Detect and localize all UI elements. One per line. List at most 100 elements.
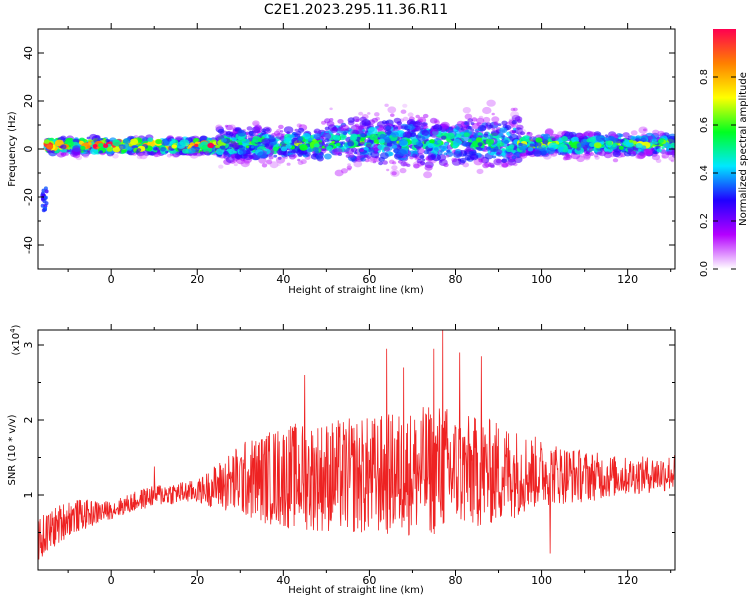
spectrogram-cell: [630, 130, 638, 136]
colorbar-ticks: 0.0 0.2 0.4 0.6 0.8: [699, 69, 736, 277]
spectrogram-cell: [532, 142, 539, 148]
spectrogram-cell: [415, 114, 421, 119]
spectrogram-cell: [478, 115, 484, 120]
spectrogram-cell: [424, 164, 433, 171]
spectrogram-cell: [390, 113, 395, 117]
spectrogram-cell: [565, 153, 570, 157]
spectrogram-cell: [477, 132, 483, 136]
spectrogram-cell: [427, 143, 434, 149]
spectrogram-cell: [332, 134, 341, 141]
spectrogram-cell: [148, 151, 153, 155]
spectrogram-cell: [658, 139, 664, 143]
spectrogram-cell: [477, 124, 487, 132]
spectrogram-cell: [347, 163, 351, 167]
spectrogram-cell: [391, 165, 398, 171]
spectrogram-cell: [632, 151, 637, 154]
spectrogram-cell: [112, 153, 119, 159]
spectrogram-cell: [106, 147, 113, 152]
spectrogram-cell: [329, 107, 333, 111]
spectrogram-cell: [204, 151, 210, 155]
spectrogram-cell: [507, 158, 517, 166]
spectrogram-cell: [302, 133, 311, 140]
spectrogram-cell: [43, 139, 50, 144]
spectrogram-cell: [225, 124, 233, 131]
spectrogram-cell: [383, 146, 391, 152]
colorbar-tick-label: 0.6: [699, 117, 710, 133]
spectrogram-cell: [160, 147, 167, 152]
spectrogram-cell: [445, 151, 454, 157]
spectrogram-cell: [167, 138, 172, 142]
spectrogram-cell: [442, 146, 447, 150]
spectrogram-cell: [460, 127, 465, 131]
spectrogram-cell: [155, 139, 162, 145]
spectrogram-cell: [340, 168, 348, 174]
spectrogram-cell: [355, 118, 360, 123]
spectrogram-cell: [627, 148, 633, 153]
spectrogram-cell: [324, 153, 332, 160]
spectrogram-cell: [510, 107, 516, 112]
spectrogram-cell: [182, 148, 189, 154]
spectrogram-cell: [265, 159, 273, 165]
spectrogram-cell: [383, 124, 392, 131]
spectrogram-cell: [80, 145, 86, 151]
spectrogram-cell: [240, 157, 245, 162]
spectrogram-cell: [459, 157, 467, 163]
spectrogram-cell: [412, 121, 421, 128]
spectrogram-cell: [612, 158, 619, 163]
spectrogram-cell: [518, 143, 528, 151]
spectrogram-cell: [502, 162, 509, 168]
spectrogram-cell: [661, 155, 666, 159]
spectrogram-cell: [654, 141, 658, 145]
spectrogram-cell: [313, 128, 321, 135]
spectrogram-cell: [258, 157, 267, 164]
spectrogram-cell: [367, 112, 371, 115]
spectrogram-cell: [667, 135, 675, 143]
spectrogram-cell: [324, 138, 330, 143]
spectrogram-cell: [475, 137, 483, 143]
spectrogram-cell: [87, 145, 91, 149]
spectrogram-x-tick-label: 20: [190, 273, 204, 286]
spectrogram-cell: [349, 134, 358, 141]
spectrogram-cell: [384, 103, 389, 108]
spectrogram-cell: [277, 150, 281, 154]
spectrogram-cell: [333, 147, 343, 155]
colorbar-tick-label: 0.8: [699, 69, 710, 85]
spectrogram-cell: [405, 153, 410, 157]
spectrogram-cell: [596, 151, 603, 156]
spectrogram-cell: [359, 141, 365, 146]
spectrogram-cell: [501, 148, 506, 151]
spectrogram-cell: [588, 148, 593, 151]
spectrogram-cell: [476, 168, 484, 175]
spectrogram-cell: [672, 154, 675, 158]
spectrogram-cell: [529, 136, 537, 142]
spectrogram-x-tick-label: 60: [362, 273, 376, 286]
spectrogram-cell: [297, 160, 304, 165]
spectrogram-cell: [604, 137, 609, 141]
spectrogram-cell: [419, 155, 425, 159]
spectrogram-cell: [635, 155, 641, 159]
spectrogram-cell: [510, 111, 520, 118]
spectrogram-cell: [417, 135, 426, 142]
spectrogram-cell: [437, 140, 442, 144]
spectrogram-cell: [273, 154, 278, 158]
spectrogram-cell: [599, 148, 604, 152]
spectrogram-cell: [313, 143, 320, 148]
spectrogram-cell: [347, 167, 352, 171]
spectrogram-cell: [271, 133, 277, 137]
spectrogram-y-label: Frequency (Hz): [7, 111, 18, 187]
spectrogram-cell: [433, 147, 439, 151]
spectrogram-cell: [455, 126, 460, 130]
spectrogram-cell: [305, 141, 309, 144]
spectrogram-cell: [321, 132, 332, 140]
spectrogram-cell: [380, 152, 389, 160]
spectrogram-cell: [369, 133, 378, 141]
spectrogram-cell: [505, 145, 514, 152]
snr-frame: [37, 329, 676, 571]
spectrogram-cell: [546, 147, 555, 155]
spectrogram-cell: [341, 135, 346, 139]
spectrogram-cell: [629, 139, 634, 143]
spectrogram-cell: [67, 147, 71, 150]
spectrogram-cell: [41, 188, 46, 193]
spectrogram-cell: [386, 168, 390, 172]
spectrogram-cell: [429, 128, 439, 136]
